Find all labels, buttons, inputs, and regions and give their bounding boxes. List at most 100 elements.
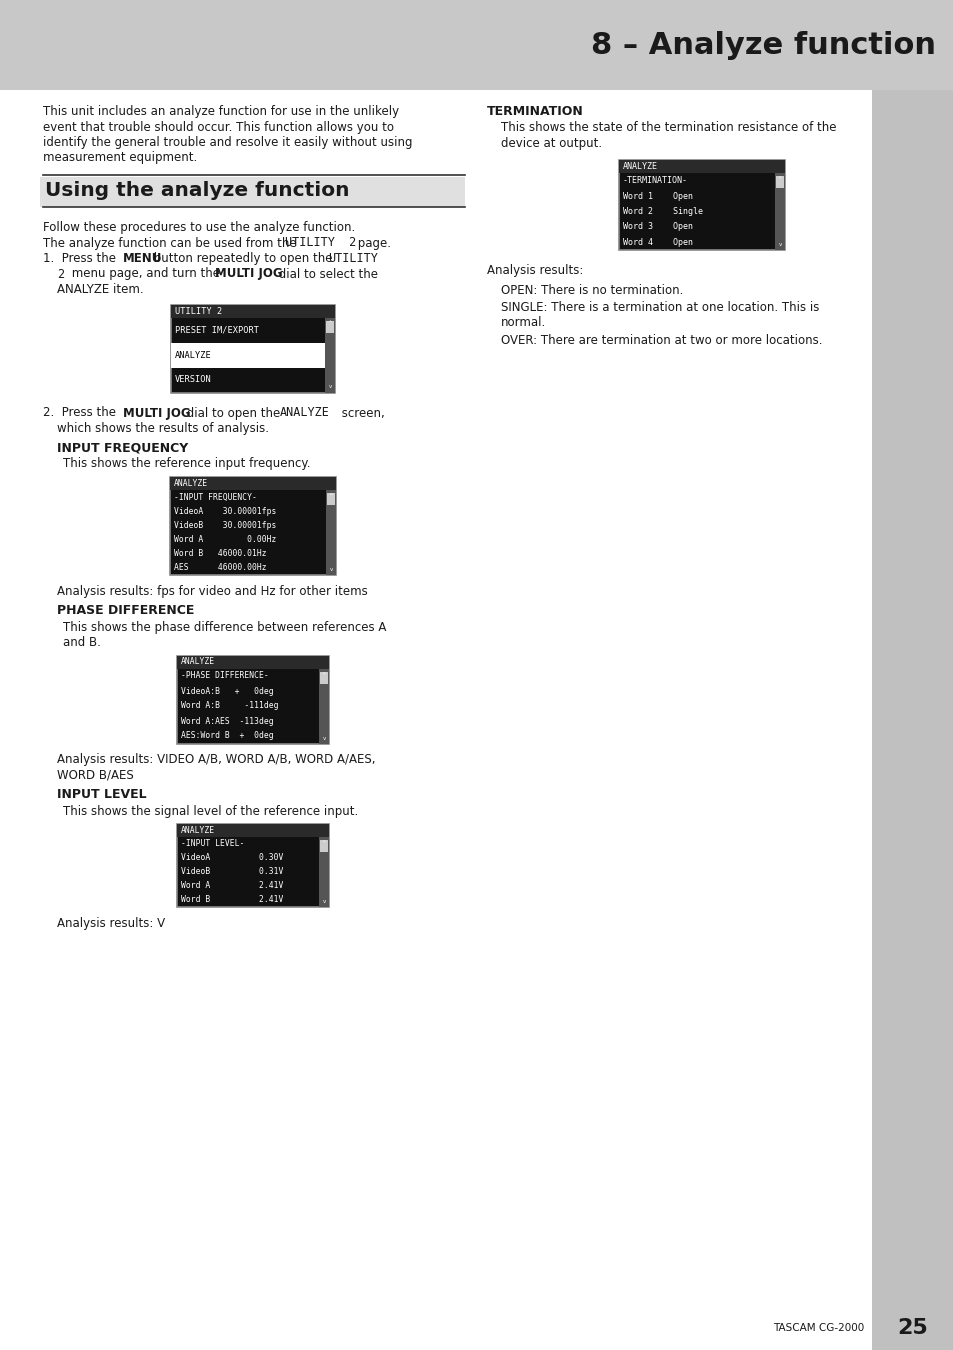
Text: Word A:AES  -113deg: Word A:AES -113deg bbox=[181, 717, 274, 725]
FancyBboxPatch shape bbox=[319, 840, 328, 852]
Text: VideoB    30.00001fps: VideoB 30.00001fps bbox=[173, 521, 276, 531]
Text: Analysis results:: Analysis results: bbox=[486, 265, 583, 277]
FancyBboxPatch shape bbox=[171, 305, 335, 393]
Text: which shows the results of analysis.: which shows the results of analysis. bbox=[57, 423, 269, 435]
Text: AES      46000.00Hz: AES 46000.00Hz bbox=[173, 563, 266, 572]
Text: The analyze function can be used from the: The analyze function can be used from th… bbox=[43, 236, 300, 250]
FancyBboxPatch shape bbox=[319, 671, 328, 683]
Text: This shows the state of the termination resistance of the: This shows the state of the termination … bbox=[500, 122, 836, 134]
Text: -INPUT FREQUENCY-: -INPUT FREQUENCY- bbox=[173, 493, 256, 502]
Text: This shows the reference input frequency.: This shows the reference input frequency… bbox=[63, 458, 310, 471]
Text: Analysis results: V: Analysis results: V bbox=[57, 917, 165, 930]
Text: 2.  Press the: 2. Press the bbox=[43, 406, 120, 420]
FancyBboxPatch shape bbox=[171, 305, 335, 317]
FancyBboxPatch shape bbox=[171, 343, 325, 367]
Text: page.: page. bbox=[354, 236, 391, 250]
FancyBboxPatch shape bbox=[618, 161, 784, 173]
Text: device at output.: device at output. bbox=[500, 136, 601, 150]
FancyBboxPatch shape bbox=[326, 320, 334, 332]
Text: WORD B/AES: WORD B/AES bbox=[57, 769, 133, 782]
Text: ANALYZE: ANALYZE bbox=[181, 657, 214, 667]
Text: ^: ^ bbox=[327, 320, 332, 325]
FancyBboxPatch shape bbox=[177, 824, 329, 837]
FancyBboxPatch shape bbox=[177, 824, 329, 907]
FancyBboxPatch shape bbox=[170, 477, 335, 575]
Text: TERMINATION: TERMINATION bbox=[486, 105, 583, 117]
Text: TASCAM CG-2000: TASCAM CG-2000 bbox=[772, 1323, 863, 1332]
FancyBboxPatch shape bbox=[318, 837, 329, 907]
Text: ANALYZE: ANALYZE bbox=[280, 406, 330, 420]
Text: and B.: and B. bbox=[63, 636, 101, 649]
Text: Word A          2.41V: Word A 2.41V bbox=[181, 882, 283, 891]
Text: ANALYZE: ANALYZE bbox=[622, 162, 658, 171]
Text: menu page, and turn the: menu page, and turn the bbox=[68, 267, 224, 281]
FancyBboxPatch shape bbox=[0, 0, 953, 90]
Text: MENU: MENU bbox=[123, 252, 162, 265]
FancyBboxPatch shape bbox=[170, 477, 335, 490]
Text: VideoA    30.00001fps: VideoA 30.00001fps bbox=[173, 506, 276, 516]
Text: INPUT LEVEL: INPUT LEVEL bbox=[57, 788, 147, 802]
Text: dial to open the: dial to open the bbox=[183, 406, 284, 420]
Text: 8 – Analyze function: 8 – Analyze function bbox=[590, 31, 935, 59]
Text: ANALYZE: ANALYZE bbox=[181, 826, 214, 836]
Text: OPEN: There is no termination.: OPEN: There is no termination. bbox=[500, 284, 682, 297]
FancyBboxPatch shape bbox=[327, 493, 335, 505]
Text: VideoA          0.30V: VideoA 0.30V bbox=[181, 853, 283, 863]
Text: 1.  Press the: 1. Press the bbox=[43, 252, 120, 265]
Text: v: v bbox=[322, 736, 325, 741]
FancyBboxPatch shape bbox=[325, 317, 335, 393]
Text: -PHASE DIFFERENCE-: -PHASE DIFFERENCE- bbox=[181, 671, 269, 680]
Text: dial to select the: dial to select the bbox=[274, 267, 377, 281]
Text: INPUT FREQUENCY: INPUT FREQUENCY bbox=[57, 441, 188, 455]
Text: Word 1    Open: Word 1 Open bbox=[622, 192, 692, 201]
Text: event that trouble should occur. This function allows you to: event that trouble should occur. This fu… bbox=[43, 120, 394, 134]
Text: PRESET IM/EXPORT: PRESET IM/EXPORT bbox=[174, 325, 258, 335]
Text: Analysis results: VIDEO A/B, WORD A/B, WORD A/AES,: Analysis results: VIDEO A/B, WORD A/B, W… bbox=[57, 753, 375, 767]
Text: v: v bbox=[778, 242, 781, 247]
Text: UTILITY  2: UTILITY 2 bbox=[285, 236, 355, 250]
Text: Word 2    Single: Word 2 Single bbox=[622, 207, 702, 216]
Text: ANALYZE: ANALYZE bbox=[174, 351, 212, 359]
Text: This unit includes an analyze function for use in the unlikely: This unit includes an analyze function f… bbox=[43, 105, 398, 117]
Text: normal.: normal. bbox=[500, 316, 546, 329]
Text: button repeatedly to open the: button repeatedly to open the bbox=[150, 252, 335, 265]
Text: -INPUT LEVEL-: -INPUT LEVEL- bbox=[181, 840, 244, 849]
Text: Analysis results: fps for video and Hz for other items: Analysis results: fps for video and Hz f… bbox=[57, 585, 367, 598]
Text: Word 4    Open: Word 4 Open bbox=[622, 238, 692, 247]
Text: ANALYZE: ANALYZE bbox=[173, 479, 208, 487]
Text: This shows the signal level of the reference input.: This shows the signal level of the refer… bbox=[63, 805, 358, 818]
Text: OVER: There are termination at two or more locations.: OVER: There are termination at two or mo… bbox=[500, 333, 821, 347]
Text: identify the general trouble and resolve it easily without using: identify the general trouble and resolve… bbox=[43, 136, 412, 148]
Text: MULTI JOG: MULTI JOG bbox=[123, 406, 191, 420]
Text: Word A         0.00Hz: Word A 0.00Hz bbox=[173, 535, 276, 544]
FancyBboxPatch shape bbox=[40, 177, 464, 207]
Text: PHASE DIFFERENCE: PHASE DIFFERENCE bbox=[57, 605, 194, 617]
Text: AES:Word B  +  0deg: AES:Word B + 0deg bbox=[181, 732, 274, 741]
Text: This shows the phase difference between references A: This shows the phase difference between … bbox=[63, 621, 386, 633]
Text: ^: ^ bbox=[321, 671, 326, 676]
Text: MULTI JOG: MULTI JOG bbox=[214, 267, 282, 281]
Text: measurement equipment.: measurement equipment. bbox=[43, 151, 197, 165]
Text: ANALYZE item.: ANALYZE item. bbox=[57, 284, 144, 296]
FancyBboxPatch shape bbox=[774, 173, 784, 250]
Text: VideoB          0.31V: VideoB 0.31V bbox=[181, 868, 283, 876]
Text: VERSION: VERSION bbox=[174, 375, 212, 385]
Text: 2: 2 bbox=[57, 267, 64, 281]
Text: Word 3    Open: Word 3 Open bbox=[622, 223, 692, 231]
Text: v: v bbox=[322, 899, 325, 904]
Text: -TERMINATION-: -TERMINATION- bbox=[622, 177, 687, 185]
Text: Word B          2.41V: Word B 2.41V bbox=[181, 895, 283, 905]
FancyBboxPatch shape bbox=[871, 0, 953, 1350]
Text: UTILITY 2: UTILITY 2 bbox=[174, 306, 222, 316]
FancyBboxPatch shape bbox=[318, 668, 329, 744]
Text: Word A:B     -111deg: Word A:B -111deg bbox=[181, 702, 278, 710]
Text: ^: ^ bbox=[329, 493, 333, 498]
FancyBboxPatch shape bbox=[775, 176, 783, 188]
FancyBboxPatch shape bbox=[326, 490, 335, 575]
Text: ^: ^ bbox=[321, 840, 326, 845]
FancyBboxPatch shape bbox=[177, 656, 329, 668]
Text: Follow these procedures to use the analyze function.: Follow these procedures to use the analy… bbox=[43, 221, 355, 234]
Text: UTILITY: UTILITY bbox=[328, 252, 377, 265]
Text: Using the analyze function: Using the analyze function bbox=[45, 181, 349, 200]
Text: Word B   46000.01Hz: Word B 46000.01Hz bbox=[173, 549, 266, 559]
